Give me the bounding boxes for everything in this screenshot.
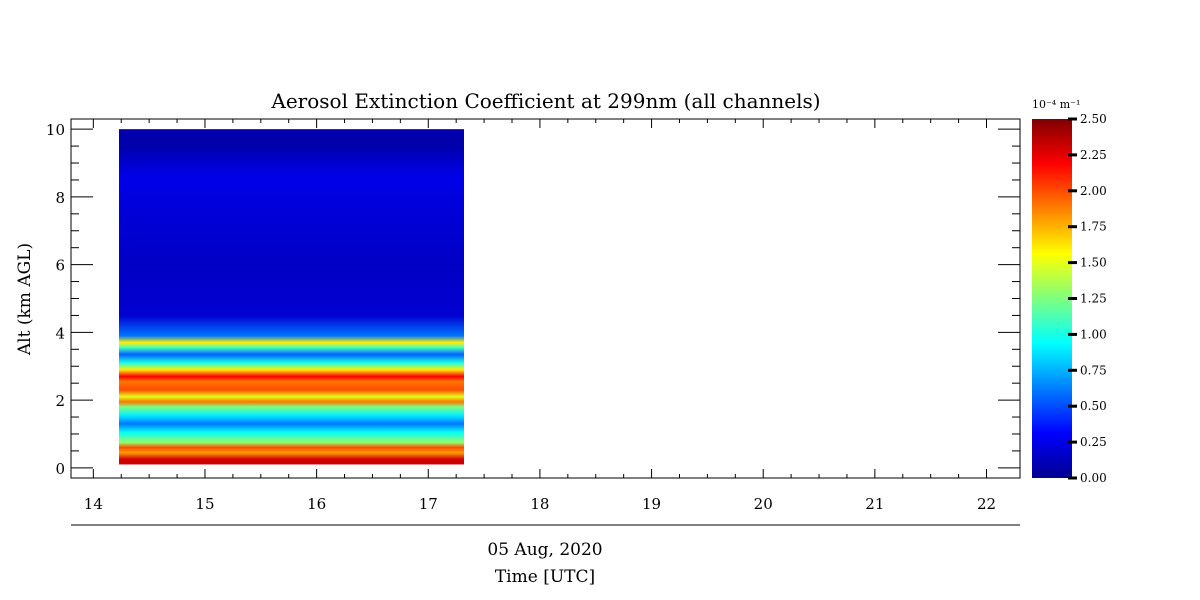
x-axis-label: Time [UTC] — [495, 567, 595, 587]
colorbar-tick-label: 0.75 — [1080, 363, 1107, 377]
x-tick-label: 22 — [977, 495, 996, 513]
x-tick-label: 17 — [419, 495, 438, 513]
colorbar-ticks: 0.00 0.25 0.50 0.75 1.00 1.25 1.50 1.75 2.00 2.25… — [1068, 112, 1107, 485]
y-tick-label: 10 — [46, 121, 65, 139]
chart-title: Aerosol Extinction Coefficient at 299nm … — [270, 89, 820, 113]
x-tick-label: 20 — [754, 495, 773, 513]
heatmap-area — [119, 129, 464, 465]
colorbar-tick-label: 1.25 — [1080, 292, 1107, 306]
y-tick-label: 4 — [55, 324, 65, 342]
y-tick-label: 2 — [55, 392, 65, 410]
colorbar-tick-label: 1.50 — [1080, 256, 1107, 270]
x-tick-label: 21 — [865, 495, 884, 513]
colorbar-tick-label: 0.25 — [1080, 435, 1107, 449]
colorbar — [1032, 119, 1072, 478]
colorbar-tick-label: 2.25 — [1080, 148, 1107, 162]
colorbar-units: 10⁻⁴ m⁻¹ — [1032, 98, 1080, 111]
x-tick-label: 16 — [307, 495, 326, 513]
x-tick-label: 15 — [195, 495, 214, 513]
colorbar-tick-label: 1.75 — [1080, 220, 1107, 234]
colorbar-tick-label: 1.00 — [1080, 327, 1107, 341]
x-axis-ticks: 14 15 16 17 18 19 20 21 22 — [84, 119, 996, 513]
heatmap-field — [119, 129, 464, 465]
y-tick-label: 8 — [55, 189, 65, 207]
x-tick-label: 14 — [84, 495, 103, 513]
y-tick-label: 0 — [55, 460, 65, 478]
y-axis-label: Alt (km AGL) — [15, 243, 35, 356]
x-tick-label: 18 — [530, 495, 549, 513]
colorbar-tick-label: 0.00 — [1080, 471, 1107, 485]
x-tick-label: 19 — [642, 495, 661, 513]
colorbar-tick-label: 2.50 — [1080, 112, 1107, 126]
date-label: 05 Aug, 2020 — [487, 540, 602, 560]
colorbar-tick-label: 0.50 — [1080, 399, 1107, 413]
y-tick-label: 6 — [55, 257, 65, 275]
colorbar-tick-label: 2.00 — [1080, 184, 1107, 198]
y-axis-ticks: 0 2 4 6 8 10 — [46, 121, 1020, 478]
